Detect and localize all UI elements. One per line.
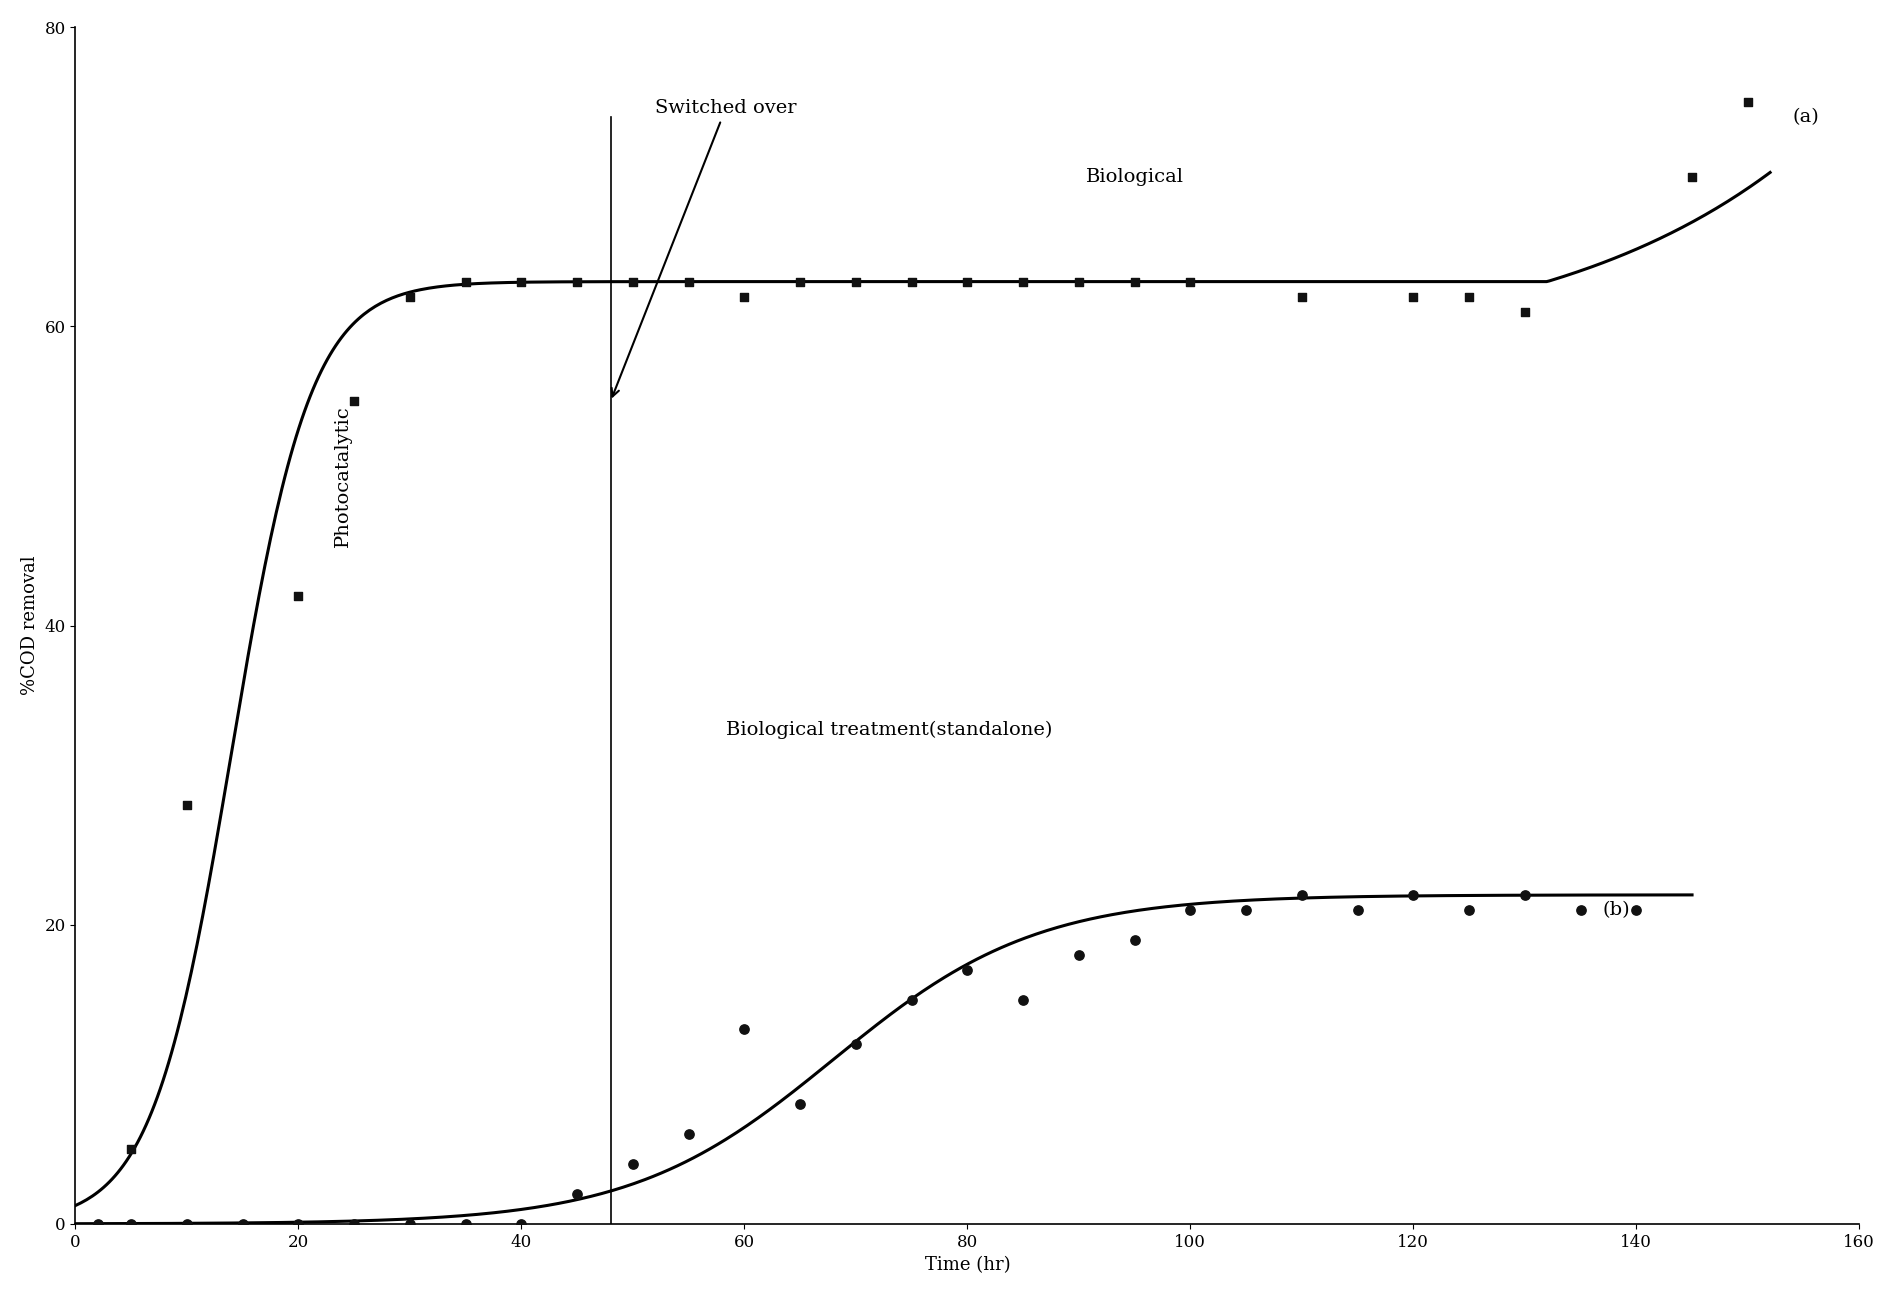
Point bbox=[1509, 302, 1540, 322]
Point bbox=[1119, 271, 1149, 291]
Point bbox=[1454, 900, 1485, 921]
Point bbox=[83, 1213, 114, 1234]
Point bbox=[1287, 884, 1318, 905]
Point bbox=[673, 1124, 703, 1145]
Point bbox=[897, 271, 927, 291]
Point bbox=[1454, 286, 1485, 307]
Point bbox=[618, 271, 648, 291]
Point bbox=[394, 1213, 425, 1234]
Point bbox=[1176, 900, 1206, 921]
Point bbox=[673, 271, 703, 291]
Point bbox=[840, 1033, 870, 1054]
Point bbox=[1397, 286, 1428, 307]
Point bbox=[1064, 271, 1094, 291]
Point bbox=[339, 391, 370, 412]
Point bbox=[506, 271, 537, 291]
Point bbox=[451, 1213, 482, 1234]
Point bbox=[228, 1213, 258, 1234]
Point bbox=[173, 1213, 203, 1234]
Point bbox=[1621, 900, 1651, 921]
Point bbox=[1566, 900, 1596, 921]
Point bbox=[561, 271, 592, 291]
Point bbox=[785, 271, 815, 291]
Point bbox=[840, 271, 870, 291]
Point bbox=[506, 1213, 537, 1234]
Point bbox=[1231, 900, 1261, 921]
Point bbox=[561, 1184, 592, 1204]
Point bbox=[1733, 92, 1763, 113]
Point bbox=[952, 271, 982, 291]
X-axis label: Time (hr): Time (hr) bbox=[925, 1256, 1011, 1274]
Point bbox=[339, 1213, 370, 1234]
Point bbox=[952, 960, 982, 980]
Point bbox=[1064, 944, 1094, 965]
Point bbox=[1509, 884, 1540, 905]
Text: (b): (b) bbox=[1602, 901, 1631, 918]
Point bbox=[1176, 271, 1206, 291]
Text: Biological treatment(standalone): Biological treatment(standalone) bbox=[726, 721, 1052, 739]
Point bbox=[1009, 989, 1039, 1010]
Text: Biological: Biological bbox=[1086, 168, 1183, 186]
Point bbox=[1009, 271, 1039, 291]
Y-axis label: %COD removal: %COD removal bbox=[21, 556, 38, 695]
Point bbox=[618, 1154, 648, 1175]
Point bbox=[173, 795, 203, 816]
Point bbox=[116, 1138, 146, 1159]
Point bbox=[394, 286, 425, 307]
Point bbox=[785, 1094, 815, 1115]
Point bbox=[1397, 884, 1428, 905]
Point bbox=[116, 1213, 146, 1234]
Point bbox=[730, 286, 760, 307]
Point bbox=[730, 1019, 760, 1040]
Point bbox=[1676, 167, 1706, 188]
Point bbox=[283, 585, 313, 606]
Point bbox=[451, 271, 482, 291]
Point bbox=[1119, 930, 1149, 951]
Point bbox=[897, 989, 927, 1010]
Point bbox=[1342, 900, 1373, 921]
Text: (a): (a) bbox=[1792, 107, 1818, 126]
Point bbox=[283, 1213, 313, 1234]
Text: Photocatalytic: Photocatalytic bbox=[334, 405, 353, 546]
Text: Switched over: Switched over bbox=[612, 100, 796, 396]
Point bbox=[1287, 286, 1318, 307]
